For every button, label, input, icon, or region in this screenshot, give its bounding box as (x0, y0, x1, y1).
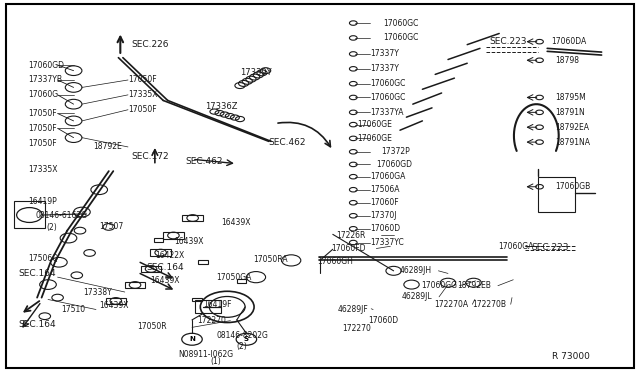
Text: 17060GE: 17060GE (357, 120, 392, 129)
Text: 17060GD: 17060GD (28, 61, 64, 70)
Text: SEC.462: SEC.462 (186, 157, 223, 166)
Text: 17510: 17510 (61, 305, 85, 314)
Text: 16439X: 16439X (150, 276, 180, 285)
Text: 18792EA: 18792EA (556, 123, 589, 132)
Text: 18792EB: 18792EB (458, 281, 492, 290)
Text: SEC.223: SEC.223 (531, 243, 569, 252)
Text: 17372P: 17372P (381, 147, 410, 156)
Text: (2): (2) (46, 223, 57, 232)
Text: 16419F: 16419F (204, 300, 232, 309)
Text: 17338Y: 17338Y (83, 288, 112, 296)
Text: 17050F: 17050F (28, 109, 57, 118)
Text: 17506A: 17506A (370, 185, 399, 194)
Text: 18798: 18798 (556, 56, 580, 65)
Text: (2): (2) (237, 342, 248, 351)
Text: 17060GC: 17060GC (370, 79, 405, 88)
Text: N: N (189, 336, 195, 342)
Text: 17060GC: 17060GC (383, 33, 418, 42)
Bar (141, 266, 161, 272)
Bar (538, 177, 575, 212)
Text: 17060GH: 17060GH (317, 257, 353, 266)
Bar (163, 232, 184, 239)
Text: 17339Y: 17339Y (240, 68, 271, 77)
Text: 17337YC: 17337YC (370, 238, 404, 247)
Text: 17507: 17507 (99, 222, 124, 231)
Bar (195, 300, 221, 313)
Circle shape (182, 333, 202, 345)
Text: 17337Y: 17337Y (370, 49, 399, 58)
Text: 16419P: 16419P (28, 197, 57, 206)
Text: (1): (1) (210, 357, 221, 366)
Text: 46289JL: 46289JL (402, 292, 433, 301)
Text: 08146-6162G: 08146-6162G (35, 211, 87, 220)
Text: 16422X: 16422X (155, 251, 184, 260)
Text: 17335X: 17335X (28, 165, 58, 174)
Text: 17060D: 17060D (368, 316, 398, 325)
Text: 17336Z: 17336Z (205, 102, 237, 110)
Text: 17050GA: 17050GA (216, 273, 252, 282)
Text: 172270B: 172270B (472, 300, 506, 309)
Text: 17060GG: 17060GG (421, 281, 457, 290)
Text: 17060D: 17060D (370, 224, 400, 233)
Text: R 73000: R 73000 (552, 352, 589, 361)
Text: SEC.462: SEC.462 (269, 138, 307, 147)
Text: 17060GE: 17060GE (357, 134, 392, 143)
Text: 17060GD: 17060GD (376, 160, 412, 169)
Bar (198, 260, 208, 264)
Text: 17060GC: 17060GC (370, 93, 405, 102)
Text: 17060G: 17060G (28, 90, 58, 99)
Text: 18791NA: 18791NA (556, 138, 591, 147)
Bar (106, 298, 126, 304)
Text: 17506Q: 17506Q (28, 254, 58, 263)
Circle shape (236, 333, 257, 345)
Text: S: S (244, 336, 249, 342)
Text: 17337YA: 17337YA (370, 108, 403, 117)
Text: 17337YB: 17337YB (28, 76, 62, 84)
Text: SEC.164: SEC.164 (146, 263, 184, 272)
Text: SEC.172: SEC.172 (131, 153, 169, 161)
Text: 18792E: 18792E (93, 142, 122, 151)
Text: 08146-8202G: 08146-8202G (216, 331, 268, 340)
Bar (14, 201, 45, 228)
Text: 17050R: 17050R (138, 322, 167, 331)
Text: 16439X: 16439X (174, 237, 204, 246)
Text: SEC.223: SEC.223 (490, 37, 527, 46)
Text: 16439X: 16439X (221, 218, 250, 227)
Text: 17050F: 17050F (128, 76, 157, 84)
Text: 17335X: 17335X (128, 90, 157, 99)
Bar (154, 238, 163, 242)
Text: 17060GA: 17060GA (370, 172, 405, 181)
Text: 17226R: 17226R (336, 231, 365, 240)
Bar (237, 279, 246, 283)
Bar (192, 298, 202, 301)
Text: 17050RA: 17050RA (253, 255, 287, 264)
Text: 17060F: 17060F (370, 198, 399, 207)
Text: 172270: 172270 (197, 316, 226, 325)
Text: 17060DA: 17060DA (552, 37, 587, 46)
Text: 17060GB: 17060GB (556, 182, 591, 191)
Text: 17060GA: 17060GA (498, 242, 533, 251)
Text: 17050F: 17050F (128, 105, 157, 114)
Text: 17060GC: 17060GC (383, 19, 418, 28)
Text: 18791N: 18791N (556, 108, 585, 117)
Text: 17050F: 17050F (28, 124, 57, 133)
Text: 17060FD: 17060FD (332, 244, 366, 253)
Text: SEC.164: SEC.164 (18, 320, 56, 329)
Text: 46289JH: 46289JH (400, 266, 432, 275)
Text: 18795M: 18795M (556, 93, 586, 102)
Bar (182, 215, 203, 221)
Text: 17370J: 17370J (370, 211, 396, 220)
Text: N08911-I062G: N08911-I062G (178, 350, 233, 359)
Text: SEC.226: SEC.226 (131, 40, 169, 49)
Text: 17050F: 17050F (28, 139, 57, 148)
Text: 172270A: 172270A (434, 300, 468, 309)
Text: 172270: 172270 (342, 324, 371, 333)
Text: 46289JF: 46289JF (338, 305, 369, 314)
Text: 16439X: 16439X (99, 301, 129, 310)
Bar (150, 249, 171, 256)
Text: 17337Y: 17337Y (370, 64, 399, 73)
Text: SEC.164: SEC.164 (18, 269, 56, 278)
Bar (125, 282, 145, 288)
